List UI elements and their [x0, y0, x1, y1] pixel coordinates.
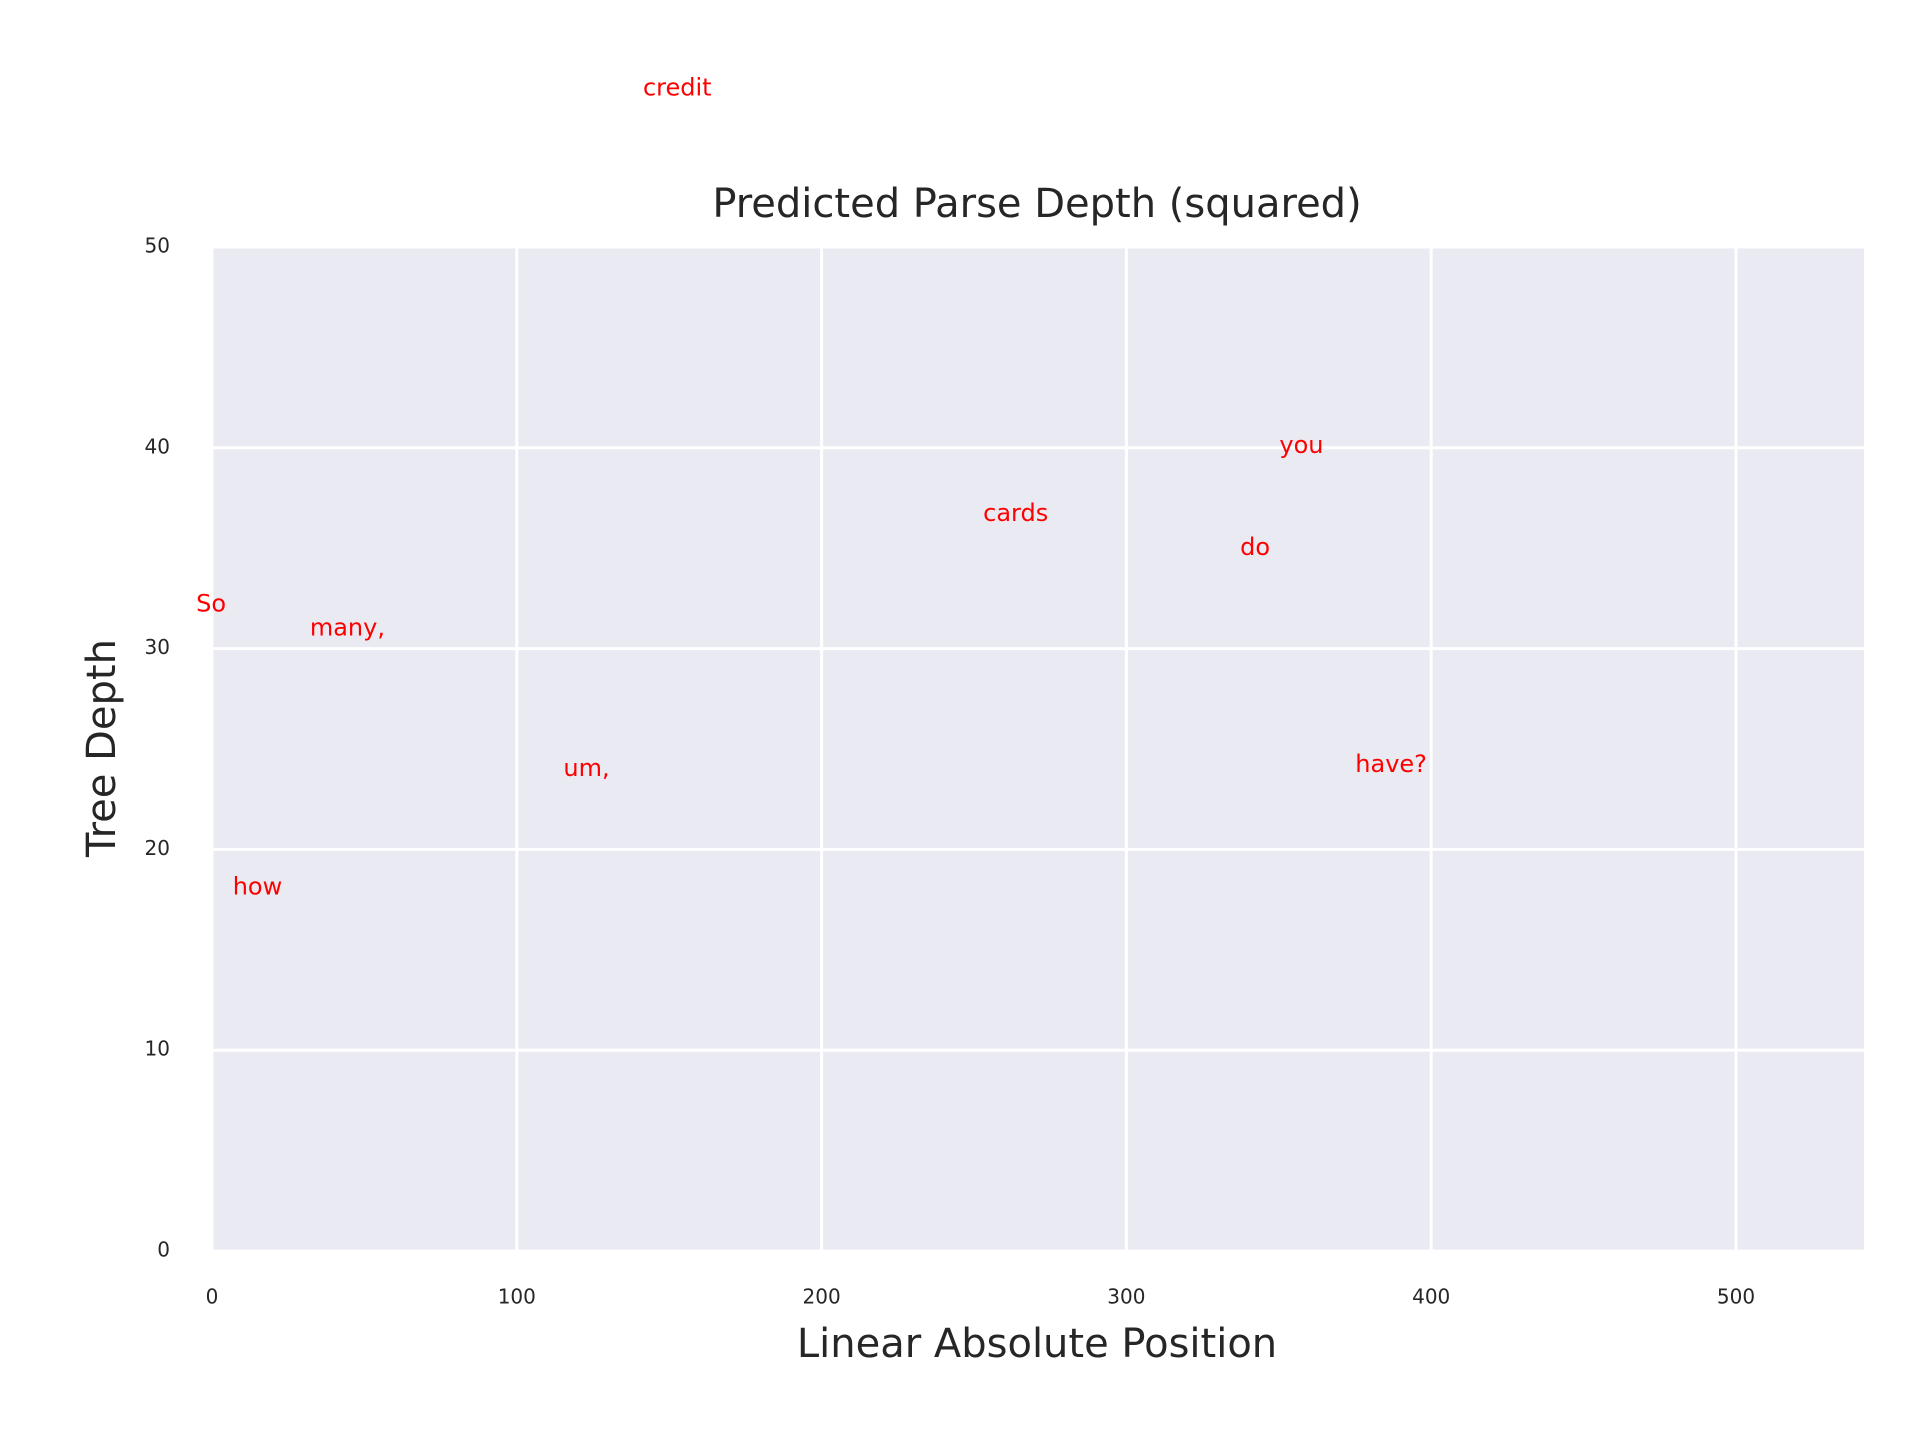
y-tick-label: 40: [145, 434, 170, 458]
x-axis-label: Linear Absolute Position: [797, 1321, 1277, 1367]
word-point: um,: [563, 754, 609, 782]
y-tick-label: 10: [145, 1037, 170, 1061]
word-point: credit: [643, 73, 712, 101]
word-point: cards: [983, 499, 1048, 527]
word-point: So: [196, 589, 226, 617]
word-point: have?: [1355, 750, 1427, 778]
y-axis-label: Tree Depth: [79, 639, 125, 858]
plot-area: [212, 247, 1864, 1251]
x-tick-label: 0: [206, 1285, 219, 1309]
x-tick-label: 100: [498, 1285, 536, 1309]
x-tick-label: 300: [1107, 1285, 1145, 1309]
chart-title: Predicted Parse Depth (squared): [712, 181, 1361, 227]
y-tick-label: 30: [145, 635, 170, 659]
x-tick-label: 400: [1412, 1285, 1450, 1309]
y-tick-label: 0: [157, 1238, 170, 1262]
x-tick-label: 200: [803, 1285, 841, 1309]
word-point: many,: [310, 614, 385, 642]
y-tick-label: 50: [145, 234, 170, 258]
word-point: do: [1240, 533, 1270, 561]
x-tick-label: 500: [1717, 1285, 1755, 1309]
word-point: how: [233, 873, 283, 901]
y-tick-label: 20: [145, 836, 170, 860]
word-point: you: [1279, 431, 1323, 459]
